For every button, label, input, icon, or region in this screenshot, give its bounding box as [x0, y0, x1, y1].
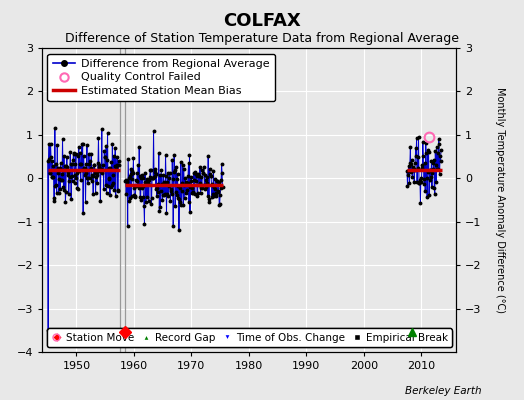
Legend: Station Move, Record Gap, Time of Obs. Change, Empirical Break: Station Move, Record Gap, Time of Obs. C…: [47, 328, 452, 347]
Y-axis label: Monthly Temperature Anomaly Difference (°C): Monthly Temperature Anomaly Difference (…: [495, 87, 505, 313]
Text: Difference of Station Temperature Data from Regional Average: Difference of Station Temperature Data f…: [65, 32, 459, 45]
Text: Berkeley Earth: Berkeley Earth: [406, 386, 482, 396]
Text: COLFAX: COLFAX: [223, 12, 301, 30]
